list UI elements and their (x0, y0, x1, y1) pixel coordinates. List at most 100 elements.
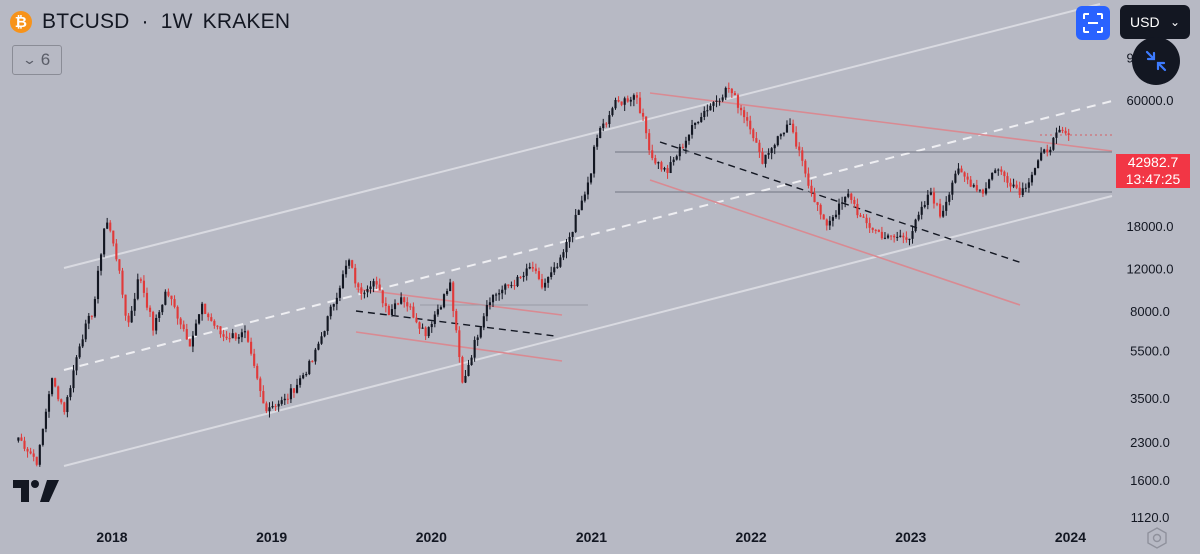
candle-down (26, 448, 29, 452)
candle-up (485, 305, 488, 317)
candle-down (397, 303, 400, 305)
candle-up (697, 122, 700, 124)
candle-up (589, 173, 593, 183)
candle-down (204, 303, 207, 314)
candle-down (167, 291, 170, 296)
candle-up (718, 100, 721, 102)
candle-up (295, 384, 299, 393)
settings-icon[interactable] (1146, 527, 1168, 549)
candle-up (344, 265, 348, 275)
fullscreen-button[interactable] (1076, 6, 1110, 40)
candle-down (880, 231, 883, 239)
tradingview-logo (13, 480, 59, 502)
candle-up (568, 236, 571, 242)
bitcoin-icon: ₿ (10, 11, 32, 33)
candle-up (482, 316, 485, 328)
candle-down (758, 142, 761, 152)
candle-up (1052, 137, 1055, 150)
candle-down (412, 306, 415, 318)
candle-up (914, 219, 917, 232)
candle-up (1021, 188, 1024, 195)
candle-up (592, 146, 596, 174)
candle-down (890, 235, 893, 237)
y-axis-tick-label: 18000.0 (1127, 219, 1174, 234)
candle-up (341, 274, 345, 289)
separator-dot: · (141, 10, 149, 33)
candle-down (118, 259, 121, 271)
candle-down (415, 317, 418, 323)
candle-down (1046, 149, 1049, 153)
candle-down (862, 216, 865, 218)
candle-up (99, 254, 103, 271)
candle-up (764, 154, 767, 164)
candle-down (170, 295, 173, 300)
candle-down (274, 406, 277, 408)
candle-up (476, 337, 479, 340)
candle-down (424, 327, 427, 337)
candle-down (825, 219, 828, 226)
candle-up (1024, 187, 1027, 189)
candle-down (20, 437, 23, 441)
candle-up (831, 217, 834, 221)
candle-up (614, 100, 617, 109)
candle-up (911, 231, 914, 239)
candle-up (158, 312, 161, 318)
candle-up (268, 407, 271, 412)
candle-up (194, 323, 198, 336)
candle-down (810, 185, 813, 193)
candle-down (816, 202, 819, 205)
candle-down (148, 307, 152, 312)
candle-up (1036, 160, 1040, 169)
candle-up (543, 282, 547, 288)
currency-select[interactable]: USD ⌄ (1120, 5, 1190, 39)
candle-up (84, 323, 87, 340)
candle-down (519, 276, 522, 278)
candle-down (210, 317, 213, 321)
candle-up (1055, 132, 1058, 138)
candle-down (932, 192, 936, 204)
axes: 140000.090000.060000.028000.018000.01200… (96, 4, 1177, 545)
candle-up (510, 285, 513, 287)
candle-up (550, 272, 553, 277)
candle-up (837, 203, 841, 215)
candle-down (286, 398, 289, 400)
candle-up (421, 327, 424, 329)
candle-up (329, 306, 332, 317)
symbol-header[interactable]: ₿ BTCUSD · 1W KRAKEN (10, 8, 290, 36)
candle-up (299, 378, 302, 385)
candle-down (409, 306, 412, 308)
candle-up (602, 123, 605, 129)
collapse-chart-button[interactable] (1132, 37, 1180, 85)
candle-down (60, 399, 63, 403)
candle-up (785, 124, 789, 133)
candle-up (289, 388, 292, 400)
candle-up (571, 231, 574, 237)
candle-up (363, 292, 366, 295)
candle-up (393, 303, 397, 310)
candle-down (139, 279, 142, 281)
candle-down (641, 112, 645, 117)
candle-down (654, 158, 657, 164)
candle-down (256, 365, 259, 379)
bar-countdown-badge: 13:47:25 (1116, 171, 1190, 188)
candle-down (660, 162, 663, 170)
candle-down (1061, 129, 1064, 131)
candle-up (317, 343, 320, 350)
candle-up (231, 333, 234, 339)
candle-up (75, 357, 78, 371)
candle-down (635, 95, 639, 98)
candle-down (35, 456, 38, 465)
candle-up (326, 316, 329, 332)
candle-down (645, 116, 648, 134)
candle-down (188, 339, 191, 347)
candle-down (648, 133, 651, 151)
currency-label: USD (1130, 14, 1160, 30)
candle-down (90, 315, 93, 317)
candle-up (366, 288, 369, 293)
candle-up (525, 268, 528, 276)
candle-down (822, 214, 825, 220)
candle-up (942, 210, 945, 217)
candle-down (179, 318, 182, 325)
indicators-toggle-button[interactable]: ⌄ 6 (12, 45, 62, 75)
